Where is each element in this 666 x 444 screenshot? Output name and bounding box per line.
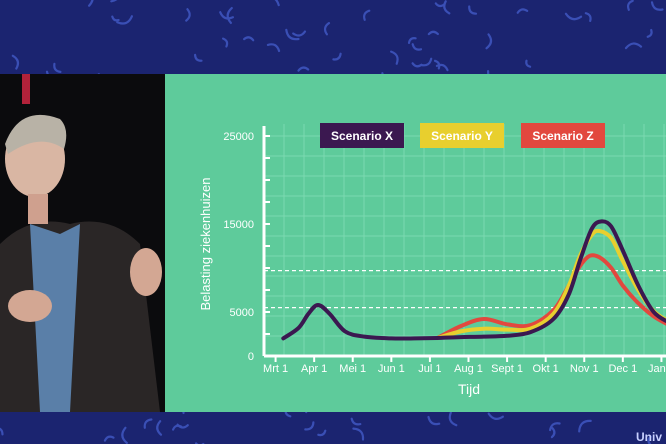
pattern-squiggle [332, 52, 342, 61]
pattern-squiggle [292, 30, 307, 37]
line-chart: 0 5000 15000 25000 Mrt 1 Apr 1 Mei 1 Jun 1 Jul … [198, 123, 666, 397]
pattern-squiggle [427, 415, 441, 426]
pattern-squiggle [185, 8, 191, 22]
pattern-squiggle [110, 0, 118, 3]
pattern-squiggle [448, 411, 458, 427]
legend-swatch-scenario-y [420, 123, 504, 148]
pattern-squiggle [243, 36, 255, 42]
pattern-squiggle [564, 12, 583, 21]
pattern-squiggle [487, 412, 504, 420]
x-tick-label: Aug 1 [454, 363, 483, 375]
pattern-squiggle [584, 12, 592, 22]
pattern-squiggle [323, 22, 331, 36]
y-tick-label: 25000 [223, 131, 254, 143]
pattern-squiggle [407, 37, 417, 44]
pattern-squiggle [285, 28, 300, 41]
pattern-squiggle [143, 418, 153, 429]
pattern-squiggle [111, 15, 120, 22]
x-tick-label: Jun 1 [378, 363, 405, 375]
pattern-squiggle [11, 54, 20, 70]
pattern-squiggle [266, 43, 281, 53]
pattern-squiggle [304, 421, 315, 431]
pattern-squiggle [624, 42, 643, 50]
x-tick-label: Jul 1 [418, 363, 441, 375]
x-axis-label: Tijd [458, 381, 480, 397]
pattern-squiggle [352, 427, 365, 441]
pattern-squiggle [525, 59, 532, 68]
pattern-squiggle [549, 422, 561, 432]
y-axis-label: Belasting ziekenhuizen [198, 178, 213, 311]
pattern-squiggle [435, 63, 449, 72]
legend-label-scenario-z: Scenario Z [532, 129, 593, 143]
pattern-squiggle [411, 43, 423, 51]
grid [264, 124, 666, 356]
pattern-squiggle [172, 424, 183, 431]
pattern-squiggle [420, 57, 433, 67]
pattern-squiggle [194, 53, 203, 62]
x-tick-label: Apr 1 [301, 363, 327, 375]
legend-swatch-scenario-x [320, 123, 404, 148]
legend: Scenario X Scenario Y Scenario Z [320, 123, 605, 148]
pattern-squiggle [156, 420, 163, 436]
pattern-squiggle [626, 0, 634, 11]
brand-logo-text: Univ [635, 430, 662, 444]
x-tick-label: Sept 1 [491, 363, 523, 375]
y-tick-label: 15000 [223, 219, 254, 231]
pattern-squiggle [650, 1, 664, 11]
y-tick-label: 5000 [230, 307, 254, 319]
pattern-squiggle [578, 419, 592, 433]
legend-label-scenario-x: Scenario X [331, 129, 393, 143]
x-tick-label: Dec 1 [608, 363, 637, 375]
x-axis-ticks: Mrt 1 Apr 1 Mei 1 Jun 1 Jul 1 Aug 1 Sept 1 Okt … [263, 356, 666, 375]
pattern-squiggle [274, 0, 280, 7]
pattern-squiggle [390, 50, 399, 65]
pattern-squiggle [363, 9, 371, 21]
x-tick-label: Mrt 1 [263, 363, 288, 375]
pattern-squiggle [103, 435, 115, 442]
legend-label-scenario-y: Scenario Y [431, 129, 493, 143]
speaker-video [0, 74, 165, 412]
bottom-strip [0, 412, 666, 444]
pattern-squiggle [427, 30, 439, 36]
x-tick-label: Jan 1 [648, 363, 666, 375]
pattern-squiggle [226, 7, 233, 24]
series [281, 219, 666, 341]
chart-panel: 0 5000 15000 25000 Mrt 1 Apr 1 Mei 1 Jun 1 Jul … [165, 74, 666, 412]
speaker-figure [0, 74, 162, 412]
pattern-squiggle [317, 429, 327, 437]
pattern-squiggle [88, 0, 94, 7]
pattern-squiggle [550, 427, 556, 439]
pattern-squiggle [433, 59, 441, 70]
legend-swatch-scenario-z [521, 123, 605, 148]
x-tick-label: Mei 1 [339, 363, 366, 375]
x-tick-label: Okt 1 [533, 363, 559, 375]
pattern-squiggle [219, 11, 234, 20]
pattern-squiggle [350, 417, 362, 426]
pattern-squiggle [516, 8, 529, 14]
pattern-squiggle [443, 0, 451, 15]
reference-lines [264, 269, 666, 309]
pattern-squiggle [646, 28, 653, 38]
y-axis-ticks: 0 5000 15000 25000 [223, 131, 270, 363]
y-tick-label: 0 [248, 351, 254, 363]
pattern-squiggle [297, 66, 310, 72]
axes [262, 126, 666, 358]
pattern-squiggle [468, 5, 478, 15]
pattern-squiggle [121, 426, 128, 444]
pattern-squiggle [485, 33, 493, 50]
pattern-squiggle [434, 2, 446, 8]
pattern-squiggle [53, 62, 62, 73]
series-line-scenario-x [281, 219, 666, 341]
x-tick-label: Nov 1 [570, 363, 599, 375]
pattern-squiggle [411, 62, 423, 68]
pattern-squiggle [222, 37, 229, 48]
pattern-squiggle [116, 15, 133, 25]
pattern-squiggle [0, 427, 4, 436]
